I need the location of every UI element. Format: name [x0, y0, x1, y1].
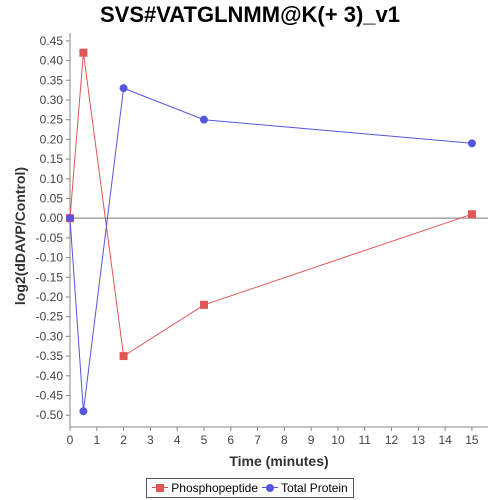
y-tick-label: -0.10: [36, 251, 64, 265]
y-tick-label: -0.15: [36, 270, 64, 284]
legend-item-phosphopeptide: Phosphopeptide: [152, 481, 258, 495]
y-tick-label: -0.25: [36, 310, 64, 324]
y-tick-label: 0.05: [40, 191, 64, 205]
data-point-phosphopeptide: [119, 352, 128, 361]
x-tick-label: 8: [281, 433, 288, 447]
y-tick-label: 0.10: [40, 172, 64, 186]
x-tick-label: 3: [147, 433, 154, 447]
legend-label-phosphopeptide: Phosphopeptide: [171, 481, 259, 495]
x-tick-label: 15: [465, 433, 479, 447]
y-tick-label: 0.20: [40, 132, 64, 146]
data-point-total-protein: [66, 214, 74, 223]
data-point-phosphopeptide: [467, 210, 476, 219]
y-tick-label: -0.20: [36, 290, 64, 304]
y-tick-label: -0.35: [36, 349, 64, 363]
data-point-phosphopeptide: [79, 48, 88, 57]
x-tick-label: 5: [201, 433, 208, 447]
series-group: [66, 48, 476, 416]
legend-label-total-protein: Total Protein: [281, 481, 348, 495]
x-tick-label: 11: [359, 433, 372, 447]
series-line-total-protein: [69, 87, 472, 412]
data-point-total-protein: [199, 115, 208, 124]
legend-item-total-protein: Total Protein: [262, 481, 348, 495]
legend: Phosphopeptide Total Protein: [146, 478, 354, 498]
x-tick-label: 4: [174, 433, 181, 447]
x-tick-label: 2: [120, 433, 127, 447]
y-tick-label: 0.00: [40, 211, 64, 225]
chart-title: SVS#VATGLNMM@K(+ 3)_v1: [100, 2, 400, 27]
legend-swatch-phosphopeptide: [152, 483, 169, 493]
y-tick-label: 0.25: [40, 113, 64, 127]
y-tick-label: -0.45: [36, 388, 64, 402]
x-tick-label: 9: [308, 433, 315, 447]
x-tick-label: 6: [227, 433, 234, 447]
y-tick-label: -0.40: [36, 369, 64, 383]
y-tick-label: -0.30: [36, 329, 64, 343]
x-tick-label: 0: [67, 433, 74, 447]
axes: 0.45 0.40 0.35 0.30 0.25 0.20 0.15 0.10 0.05 0.00…: [36, 33, 488, 447]
y-tick-label: -0.05: [36, 231, 64, 245]
data-point-total-protein: [467, 139, 476, 148]
x-tick-label: 1: [93, 433, 100, 447]
y-tick-label: 0.15: [40, 152, 64, 166]
y-tick-label: 0.35: [40, 73, 64, 87]
x-tick-label: 10: [331, 433, 345, 447]
x-axis-title: Time (minutes): [229, 453, 328, 469]
data-point-total-protein: [119, 84, 128, 93]
x-tick-label: 12: [385, 433, 399, 447]
y-tick-label: 0.40: [40, 54, 64, 68]
y-tick-label: 0.30: [40, 93, 64, 107]
y-tick-label: 0.45: [40, 34, 64, 48]
y-tick-label: -0.50: [36, 408, 64, 422]
y-axis-title: log2(dDAVP/Control): [12, 167, 28, 305]
x-tick-label: 14: [438, 433, 452, 447]
series-line-phosphopeptide: [69, 52, 473, 357]
data-point-total-protein: [79, 407, 88, 416]
x-tick-label: 13: [412, 433, 426, 447]
legend-swatch-total-protein: [262, 483, 279, 493]
x-tick-label: 7: [254, 433, 261, 447]
data-point-phosphopeptide: [199, 300, 208, 309]
